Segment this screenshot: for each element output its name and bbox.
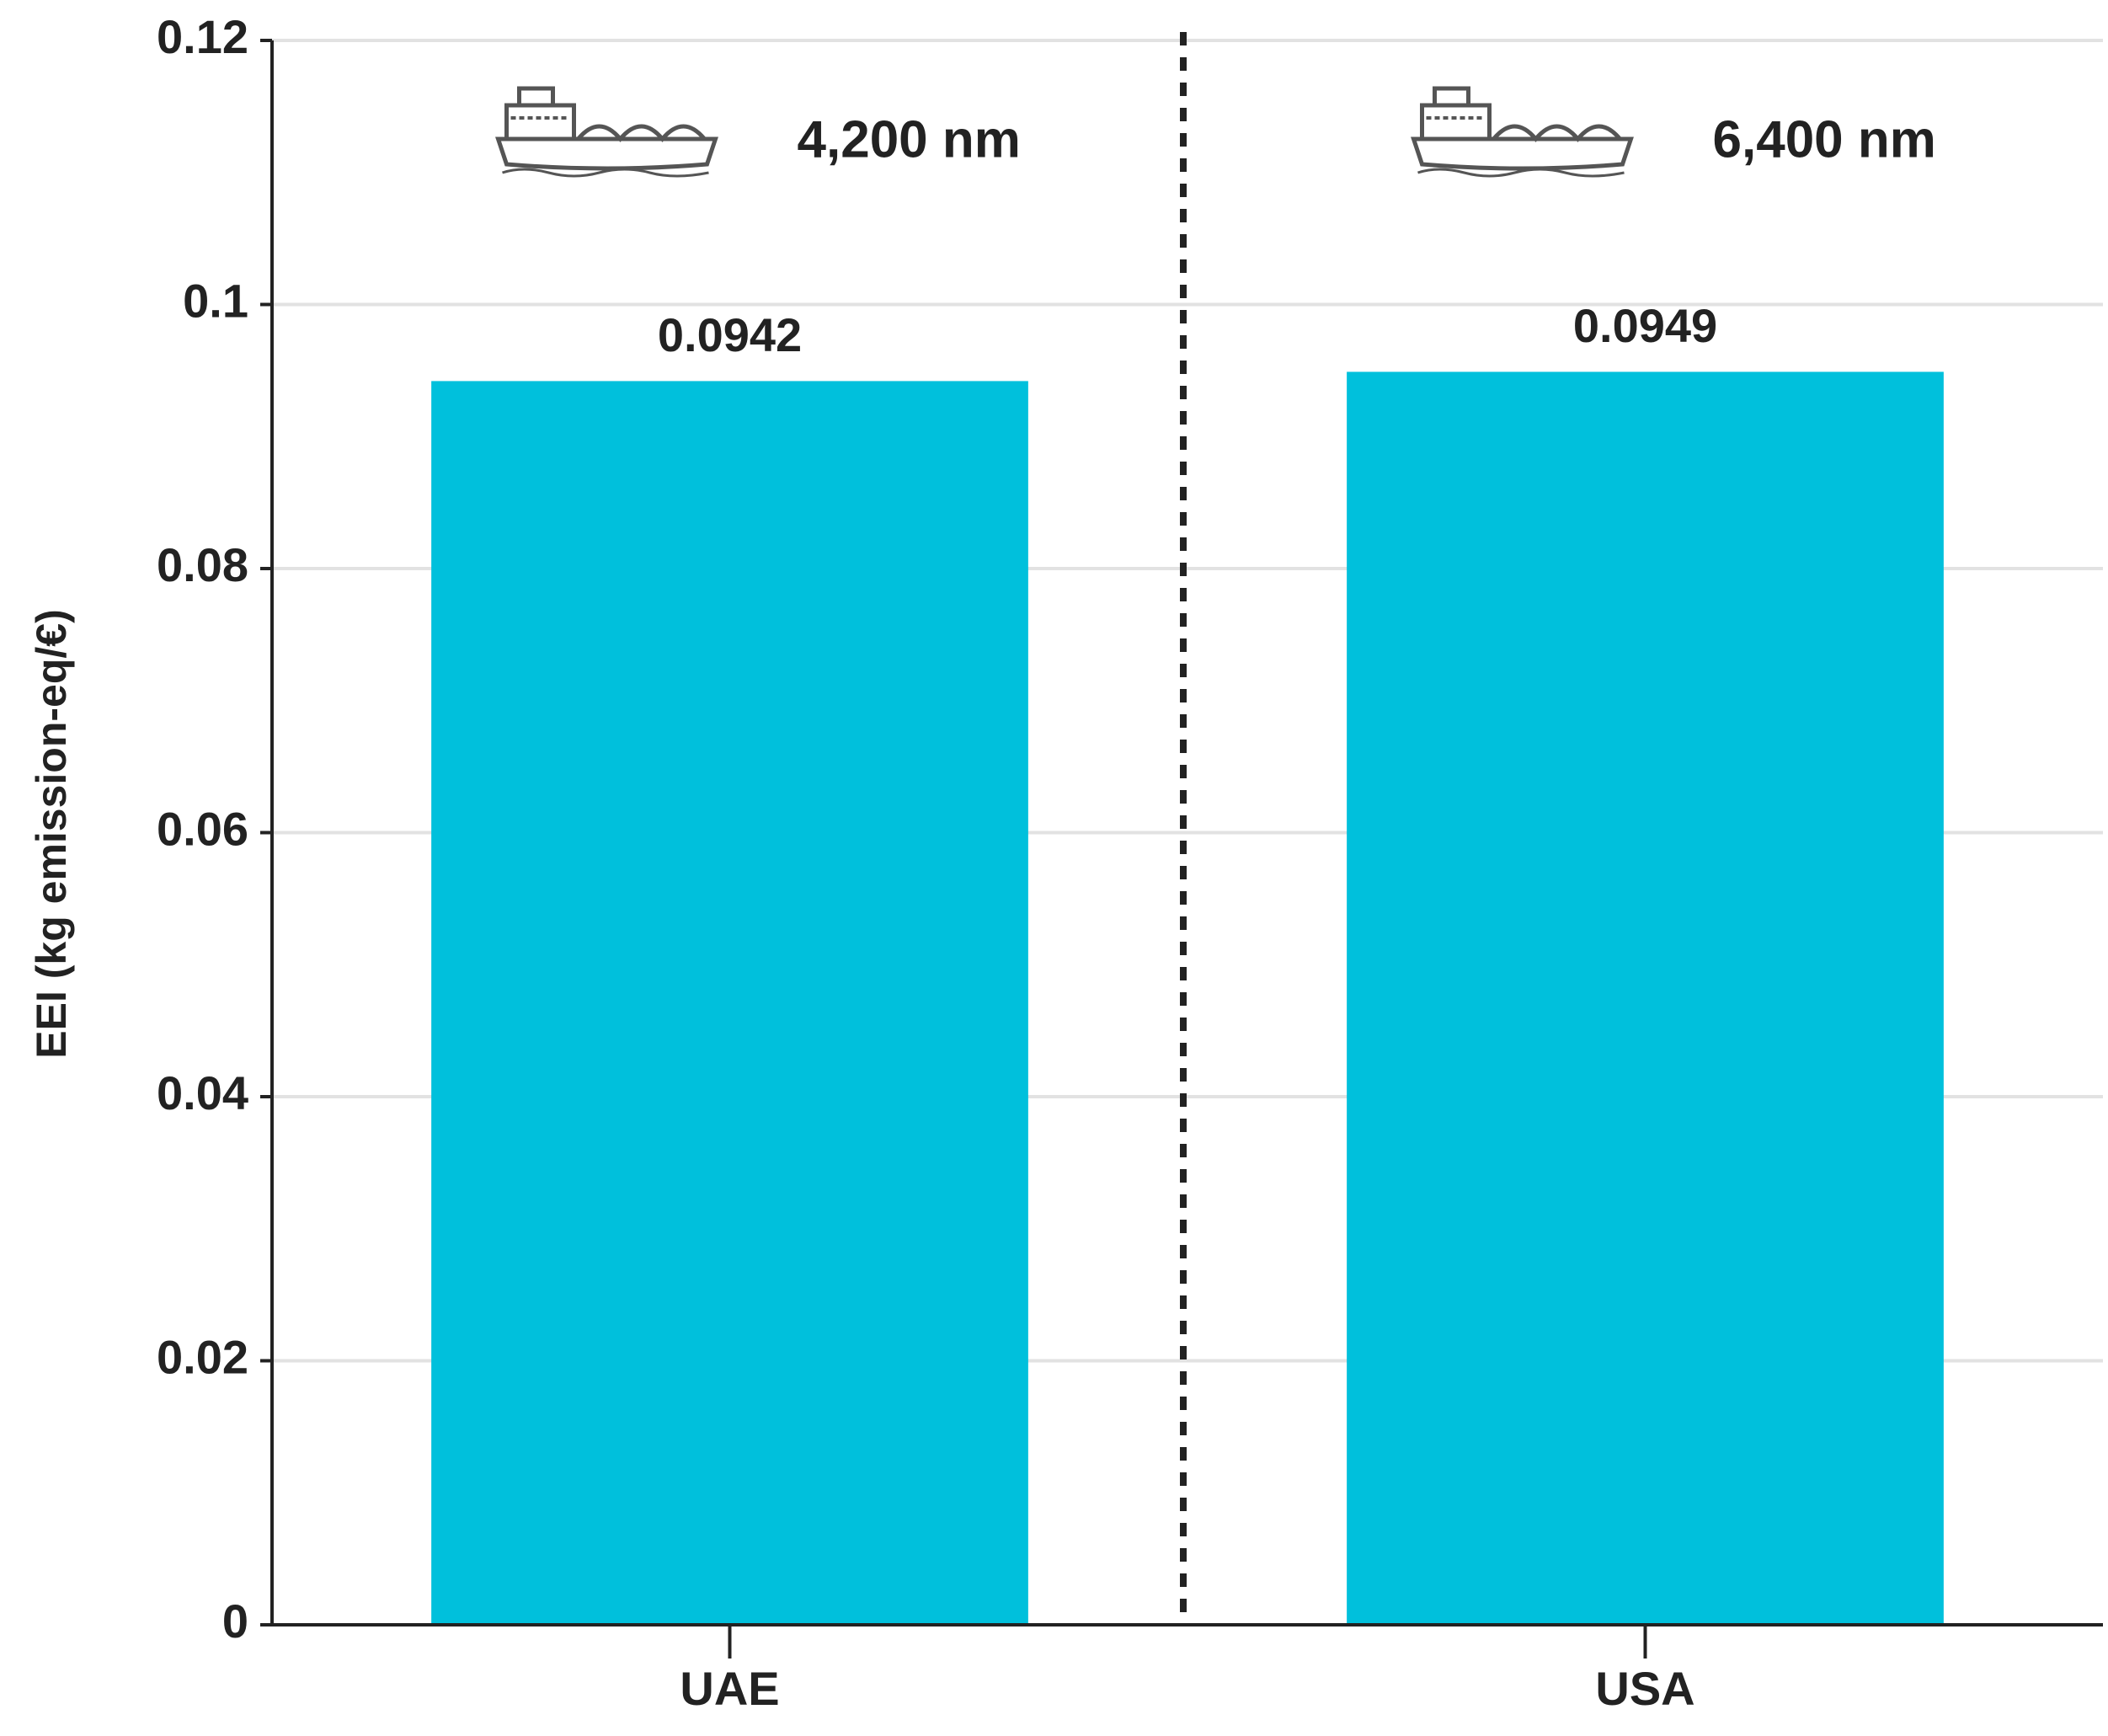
y-tick-label: 0.04: [157, 1066, 248, 1119]
value-label: 0.0949: [1573, 299, 1717, 352]
ship-icon: [499, 88, 716, 176]
y-tick-label: 0.06: [157, 802, 248, 855]
x-tick-label: USA: [1595, 1662, 1694, 1715]
annotation: 6,400 nm: [1713, 110, 1936, 168]
value-label: 0.0942: [658, 308, 802, 361]
y-tick-label: 0.12: [157, 10, 248, 63]
y-tick-label: 0.02: [157, 1330, 248, 1383]
y-tick-label: 0: [222, 1594, 248, 1648]
y-tick-label: 0.08: [157, 538, 248, 591]
annotation: 4,200 nm: [798, 110, 1021, 168]
y-axis-label: EEI (kg emission-eq/€): [28, 609, 75, 1058]
y-tick-label: 0.1: [183, 274, 248, 327]
x-tick-label: UAE: [680, 1662, 779, 1715]
bar: [431, 381, 1028, 1625]
bar: [1347, 371, 1944, 1625]
ship-icon: [1414, 88, 1631, 176]
